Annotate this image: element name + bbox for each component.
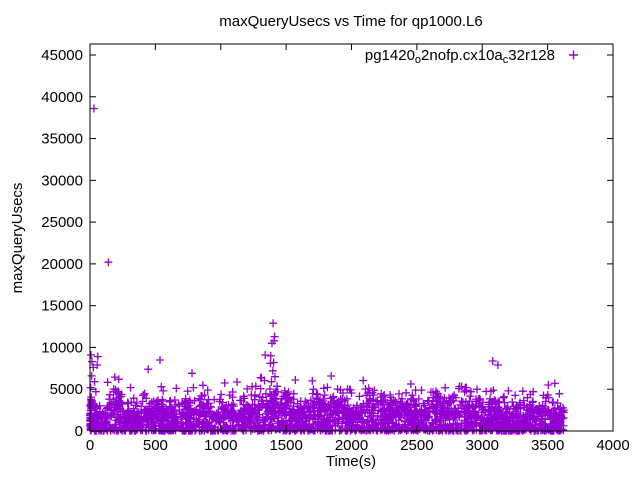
y-axis-label: maxQueryUsecs (9, 183, 26, 294)
y-tick-label: 10000 (41, 339, 83, 356)
y-tick-label: 20000 (41, 256, 83, 273)
axis-tick-labels: 0 500 1000 1500 2000 2500 3000 3500 400005000100… (41, 47, 629, 454)
y-tick-label: 0 (75, 423, 83, 440)
y-tick-label: 30000 (41, 172, 83, 189)
x-tick-label: 2500 (400, 437, 433, 454)
x-tick-label: 1500 (269, 437, 302, 454)
chart-title: maxQueryUsecs vs Time for qp1000.L6 (219, 13, 482, 30)
y-tick-label: 45000 (41, 47, 83, 64)
x-tick-label: 3500 (531, 437, 564, 454)
legend-marker-plus-icon (569, 50, 578, 60)
y-tick-label: 35000 (41, 131, 83, 148)
y-tick-label: 5000 (50, 381, 83, 398)
y-tick-label: 25000 (41, 214, 83, 231)
legend: pg1420o2nofp.cx10ac32r128 (365, 47, 578, 66)
x-axis-label: Time(s) (326, 453, 376, 470)
x-tick-label: 4000 (596, 437, 629, 454)
data-points (86, 104, 568, 435)
axis-ticks (89, 44, 614, 432)
x-tick-label: 0 (86, 437, 94, 454)
series-points-pg1420_o2nofp.cx10a_c32r128 (86, 104, 568, 435)
legend-label: pg1420o2nofp.cx10ac32r128 (365, 47, 555, 66)
x-tick-label: 2000 (335, 437, 368, 454)
x-tick-label: 1000 (204, 437, 237, 454)
y-tick-label: 40000 (41, 89, 83, 106)
x-tick-label: 3000 (466, 437, 499, 454)
y-tick-label: 15000 (41, 298, 83, 315)
x-tick-label: 500 (143, 437, 168, 454)
